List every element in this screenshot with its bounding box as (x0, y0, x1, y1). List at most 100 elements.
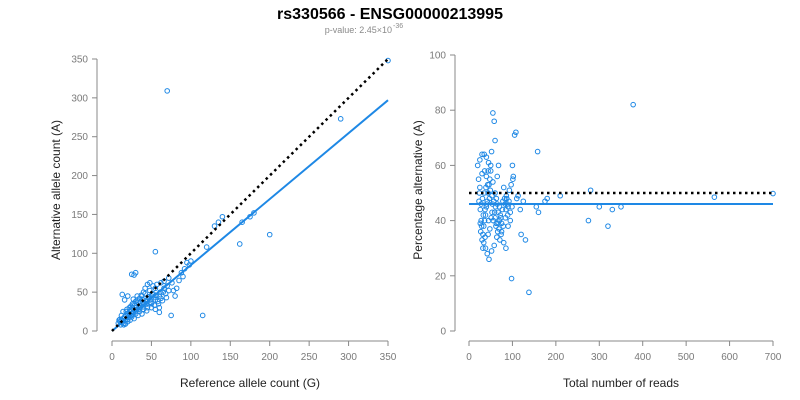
data-point (124, 306, 130, 313)
data-point (596, 204, 603, 210)
data-point (147, 280, 153, 286)
data-point (499, 206, 506, 213)
data-point (159, 297, 166, 304)
y-axis-label: Percentage alternative (A) (411, 120, 425, 259)
x-tick-label: 200 (548, 352, 565, 363)
x-tick-label: 600 (721, 352, 738, 363)
data-point (477, 228, 484, 235)
y-tick-label: 50 (77, 288, 89, 299)
data-point (482, 245, 489, 251)
data-point (128, 271, 135, 278)
data-point (500, 184, 507, 191)
data-point (152, 306, 159, 313)
data-point (482, 234, 488, 240)
data-point (503, 206, 509, 213)
data-point (122, 321, 129, 327)
data-point (156, 309, 163, 316)
chart-subtitle-pvalue: p-value: 2.45×10 (325, 25, 392, 35)
data-point (176, 277, 182, 284)
data-point (495, 162, 502, 169)
data-point (504, 212, 511, 218)
data-point (479, 151, 485, 158)
y-axis-label: Alternative allele count (A) (49, 120, 63, 260)
y-tick-label: 200 (71, 171, 88, 182)
data-point (508, 181, 514, 188)
data-point (495, 220, 501, 227)
data-point (500, 223, 507, 229)
y-tick-label: 80 (435, 106, 447, 117)
y-tick-label: 100 (429, 51, 446, 62)
data-point (150, 283, 156, 289)
data-point (492, 137, 498, 144)
data-point (508, 275, 515, 282)
data-point (489, 209, 495, 216)
data-point (490, 110, 496, 116)
data-point (522, 237, 529, 243)
data-point (494, 228, 501, 235)
data-point (488, 148, 495, 155)
data-point (630, 101, 636, 108)
data-point (479, 170, 485, 177)
data-point (488, 248, 495, 254)
y-tick-label: 300 (71, 93, 88, 104)
data-point (236, 241, 243, 247)
data-point (535, 209, 542, 216)
data-point (158, 280, 164, 286)
data-point (477, 206, 484, 213)
y-tick-label: 250 (71, 132, 88, 143)
data-point (496, 217, 503, 224)
data-point (495, 209, 501, 216)
data-point (511, 132, 518, 138)
data-point (199, 312, 206, 319)
y-tick-label: 0 (440, 327, 446, 338)
data-point (490, 179, 496, 185)
data-point (239, 219, 245, 225)
x-tick-label: 350 (380, 352, 397, 363)
data-point (251, 210, 257, 216)
x-tick-label: 300 (340, 352, 357, 363)
data-point (165, 287, 172, 294)
data-point (489, 192, 495, 199)
fit-line (111, 99, 389, 332)
x-tick-label: 400 (634, 352, 651, 363)
data-point (152, 248, 159, 255)
data-point (493, 234, 500, 240)
data-point (520, 198, 527, 205)
data-point (155, 301, 162, 307)
data-point (505, 223, 511, 229)
data-point (485, 168, 491, 174)
data-point (497, 237, 503, 243)
data-point (266, 231, 273, 238)
data-point (493, 195, 500, 202)
data-point (120, 308, 126, 315)
data-point (494, 173, 501, 180)
data-point (485, 159, 492, 166)
data-point (124, 293, 131, 299)
data-point (526, 289, 532, 296)
data-point (492, 190, 498, 196)
data-point (518, 231, 524, 238)
data-point (486, 256, 492, 263)
data-point (498, 231, 504, 238)
data-point (119, 319, 126, 326)
data-point (510, 173, 517, 180)
data-point (506, 187, 513, 194)
data-point (178, 269, 185, 276)
data-point (487, 226, 493, 232)
data-point (477, 220, 484, 227)
y-tick-label: 350 (71, 55, 88, 66)
data-point (501, 195, 508, 202)
data-point (491, 242, 497, 249)
data-point (485, 231, 491, 238)
y-tick-label: 150 (71, 210, 88, 221)
x-tick-label: 700 (765, 352, 782, 363)
y-tick-label: 20 (435, 271, 447, 282)
data-point (173, 285, 180, 292)
data-point (487, 187, 494, 194)
data-point (609, 206, 616, 213)
x-tick-label: 100 (183, 352, 200, 363)
y-tick-label: 0 (82, 327, 88, 338)
data-point (211, 223, 218, 229)
data-point (478, 223, 485, 229)
data-point (517, 206, 524, 213)
